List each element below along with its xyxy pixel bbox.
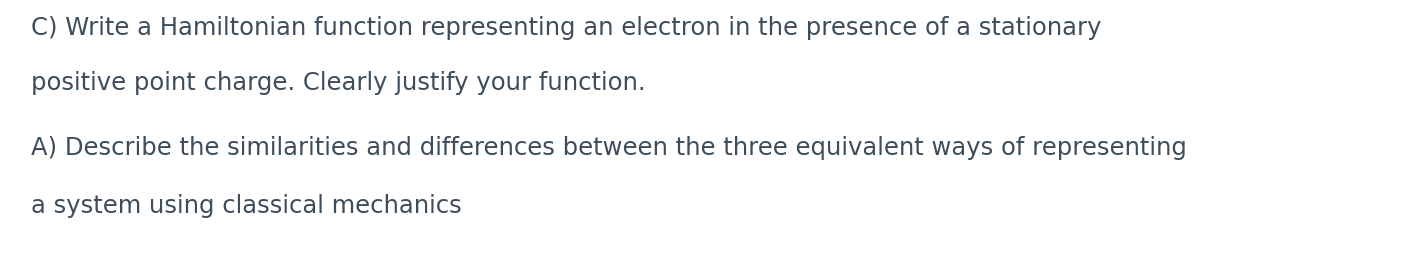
Text: C) Write a Hamiltonian function representing an electron in the presence of a st: C) Write a Hamiltonian function represen… [31,15,1102,40]
Text: a system using classical mechanics: a system using classical mechanics [31,194,462,218]
Text: A) Describe the similarities and differences between the three equivalent ways o: A) Describe the similarities and differe… [31,136,1187,160]
Text: positive point charge. Clearly justify your function.: positive point charge. Clearly justify y… [31,70,646,95]
